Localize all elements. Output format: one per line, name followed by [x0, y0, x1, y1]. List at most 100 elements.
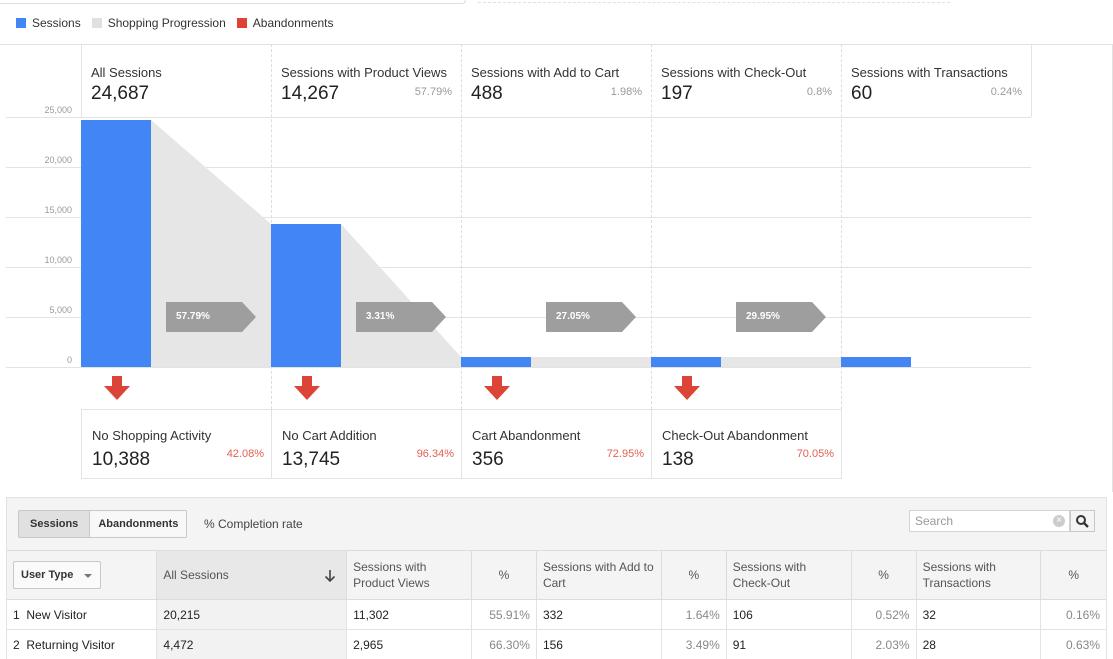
- abandonment-no-cart-addition[interactable]: No Cart Addition 13,745 96.34%: [271, 409, 462, 479]
- stage-value: 24,687: [91, 83, 150, 104]
- sessions-bar[interactable]: [271, 224, 341, 367]
- stage-transactions[interactable]: Sessions with Transactions 60 0.24%: [841, 56, 1031, 118]
- abandonment-pct: 96.34%: [416, 448, 454, 460]
- abandonment-label: No Cart Addition: [282, 428, 377, 443]
- transactions-header[interactable]: Sessions with Transactions: [915, 550, 1041, 600]
- abandonment-arrow-icon: [484, 376, 510, 400]
- column-header-label: %: [498, 568, 510, 582]
- y-tick-label: 25,000: [44, 105, 72, 115]
- stage-pct: 1.98%: [610, 86, 642, 98]
- sort-desc-icon: [325, 570, 336, 583]
- gridline: [6, 167, 1031, 168]
- abandonment-label: Cart Abandonment: [472, 428, 581, 443]
- column-header-label: %: [878, 568, 889, 582]
- arrow-tip: [432, 302, 446, 332]
- abandonment-check-out-abandonment[interactable]: Check-Out Abandonment 138 70.05%: [651, 409, 842, 479]
- abandonment-value: 138: [662, 449, 694, 470]
- user-type-link[interactable]: New Visitor: [26, 607, 87, 622]
- user-type-dropdown[interactable]: User Type: [13, 561, 101, 589]
- abandonment-value: 10,388: [92, 449, 151, 470]
- arrow-tip: [812, 302, 826, 332]
- abandonment-no-shopping-activity[interactable]: No Shopping Activity 10,388 42.08%: [81, 409, 272, 479]
- stage-label: Sessions with Product Views: [281, 65, 447, 80]
- abandonment-pct: 42.08%: [226, 448, 264, 460]
- stage-label: Sessions with Transactions: [851, 65, 1008, 80]
- stage-product-views[interactable]: Sessions with Product Views 14,267 57.79…: [271, 56, 461, 118]
- abandonment-label: Check-Out Abandonment: [662, 428, 808, 443]
- sessions-bar[interactable]: [461, 357, 531, 367]
- sessions-bar[interactable]: [81, 120, 151, 367]
- product-views-cell: 11,302: [346, 599, 472, 630]
- row-index: 1: [13, 607, 20, 622]
- user-type-cell: 2 Returning Visitor: [7, 629, 157, 659]
- all-sessions-cell: 20,215: [156, 599, 347, 630]
- y-tick-label: 0: [66, 355, 72, 365]
- search-button[interactable]: [1070, 510, 1095, 532]
- stage-pct: 0.24%: [990, 86, 1022, 98]
- column-separator: [461, 44, 462, 409]
- transactions-cell: 28: [915, 629, 1041, 659]
- arrow-tip: [622, 302, 636, 332]
- column-header-label: Sessions with Add to Cart: [542, 560, 654, 590]
- chevron-down-icon: [84, 574, 92, 578]
- abandonment-cart-abandonment[interactable]: Cart Abandonment 356 72.95%: [461, 409, 652, 479]
- add-to-cart-cell: 156: [535, 629, 662, 659]
- progression-shape: [721, 357, 841, 367]
- data-table-panel: Sessions Abandonments % Completion rate …: [6, 497, 1107, 659]
- pct-header[interactable]: %: [470, 550, 537, 600]
- stage-value: 60: [851, 83, 873, 104]
- column-separator: [1031, 44, 1032, 117]
- sessions-bar[interactable]: [841, 357, 911, 367]
- product-views-header[interactable]: Sessions with Product Views: [346, 550, 472, 600]
- abandonment-value: 13,745: [282, 449, 341, 470]
- search-input[interactable]: [910, 511, 1048, 531]
- user-type-cell: 1 New Visitor: [7, 599, 157, 630]
- column-separator: [81, 44, 82, 117]
- y-tick-label: 15,000: [44, 205, 72, 215]
- pct-cell: 66.30%: [470, 629, 537, 659]
- search-icon: [1076, 515, 1089, 528]
- gridline: [6, 317, 1031, 318]
- column-separator: [651, 44, 652, 409]
- stage-label: Sessions with Add to Cart: [471, 65, 620, 80]
- sessions-toggle-button[interactable]: Sessions: [19, 511, 91, 537]
- abandonments-toggle-button[interactable]: Abandonments: [98, 518, 179, 530]
- pct-cell: 1.64%: [660, 599, 727, 630]
- stage-check-out[interactable]: Sessions with Check-Out 197 0.8%: [651, 56, 841, 118]
- completion-rate-link[interactable]: % Completion rate: [204, 517, 303, 531]
- pct-header[interactable]: %: [1040, 550, 1106, 600]
- gridline: [6, 367, 1031, 368]
- y-tick-label: 5,000: [49, 305, 72, 315]
- column-header-label: Sessions with Product Views: [353, 560, 430, 590]
- progression-rate: 3.31%: [356, 302, 432, 332]
- user-type-link[interactable]: Returning Visitor: [26, 637, 115, 652]
- progression-shape: [531, 357, 651, 367]
- add-to-cart-header[interactable]: Sessions with Add to Cart: [535, 550, 662, 600]
- clear-icon[interactable]: ×: [1053, 515, 1065, 527]
- stage-add-to-cart[interactable]: Sessions with Add to Cart 488 1.98%: [461, 56, 651, 118]
- all-sessions-header[interactable]: All Sessions: [156, 550, 347, 600]
- all-sessions-cell: 4,472: [156, 629, 347, 659]
- legend-abandonments: Abandonments: [236, 16, 334, 30]
- top-divider: [478, 0, 950, 3]
- sessions-bar[interactable]: [651, 357, 721, 367]
- abandonment-value: 356: [472, 449, 504, 470]
- stage-label: All Sessions: [91, 65, 162, 80]
- add-to-cart-cell: 332: [535, 599, 662, 630]
- abandonment-pct: 70.05%: [796, 448, 834, 460]
- table-search: ×: [909, 510, 1070, 532]
- pct-header[interactable]: %: [850, 550, 917, 600]
- progression-rate: 57.79%: [166, 302, 242, 332]
- pct-cell: 2.03%: [850, 629, 917, 659]
- pct-cell: 3.49%: [660, 629, 727, 659]
- stage-pct: 0.8%: [806, 86, 832, 98]
- stage-all-sessions[interactable]: All Sessions 24,687: [81, 56, 271, 118]
- arrow-tip: [242, 302, 256, 332]
- abandonment-label: No Shopping Activity: [92, 428, 212, 443]
- check-out-header[interactable]: Sessions with Check-Out: [725, 550, 852, 600]
- pct-cell: 55.91%: [470, 599, 537, 630]
- abandonment-arrow-icon: [674, 376, 700, 400]
- gridline: [6, 117, 1031, 118]
- pct-header[interactable]: %: [660, 550, 727, 600]
- legend-label: Abandonments: [252, 16, 334, 30]
